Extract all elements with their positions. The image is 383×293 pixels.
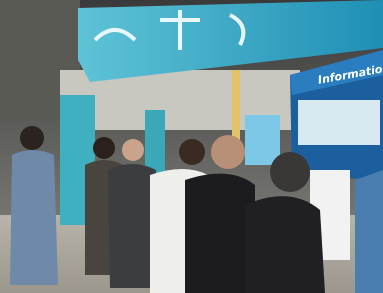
screen: [298, 100, 380, 145]
panel-right: [245, 115, 280, 165]
photo: Information: [0, 0, 383, 293]
